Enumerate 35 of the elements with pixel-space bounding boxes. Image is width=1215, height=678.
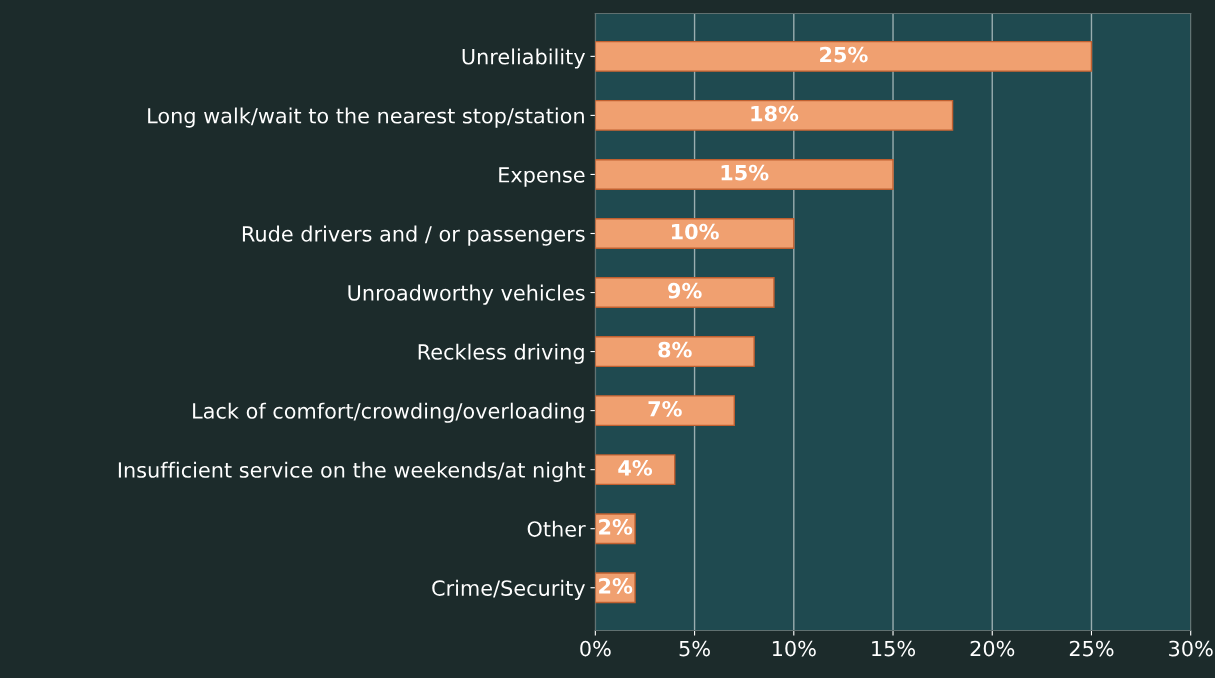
bar bbox=[595, 99, 954, 131]
x-tick-label: 25% bbox=[1069, 640, 1114, 657]
bar bbox=[595, 395, 735, 427]
bar bbox=[595, 158, 894, 190]
x-tick-label: 20% bbox=[970, 640, 1015, 657]
y-tick-label: Insufficient service on the weekends/at night bbox=[118, 461, 586, 482]
data-label: 15% bbox=[721, 164, 769, 181]
data-label: 2% bbox=[599, 518, 633, 535]
data-label: 25% bbox=[820, 46, 868, 63]
x-tick-label: 30% bbox=[1169, 640, 1213, 657]
bar bbox=[595, 336, 755, 368]
y-tick-label: Long walk/wait to the nearest stop/station bbox=[148, 107, 584, 128]
data-label: 4% bbox=[618, 459, 653, 476]
bar bbox=[595, 40, 1093, 72]
data-label: 2% bbox=[599, 578, 633, 594]
y-tick-label: Expense bbox=[499, 167, 585, 187]
y-tick-label: Unreliability bbox=[462, 48, 586, 69]
y-tick-label: Lack of comfort/crowding/overloading bbox=[193, 402, 584, 423]
y-tick-label: Reckless driving bbox=[418, 343, 584, 364]
data-label: 10% bbox=[671, 223, 719, 240]
y-tick-label: Unroadworthy vehicles bbox=[348, 284, 585, 305]
y-tick-label: Rude drivers and / or passengers bbox=[242, 225, 585, 246]
x-tick-label: 5% bbox=[679, 640, 710, 657]
y-tick-label: Crime/Security bbox=[432, 579, 586, 600]
data-label: 18% bbox=[751, 105, 799, 122]
x-tick-label: 15% bbox=[872, 640, 916, 657]
bar bbox=[595, 277, 775, 308]
x-tick-label: 0% bbox=[580, 640, 611, 657]
bar bbox=[595, 454, 676, 486]
y-tick-label: Other bbox=[527, 520, 586, 537]
x-tick-label: 10% bbox=[772, 640, 816, 657]
data-label: 9% bbox=[668, 282, 702, 299]
bar bbox=[595, 218, 795, 249]
data-label: 8% bbox=[658, 341, 692, 358]
data-label: 7% bbox=[648, 400, 682, 417]
